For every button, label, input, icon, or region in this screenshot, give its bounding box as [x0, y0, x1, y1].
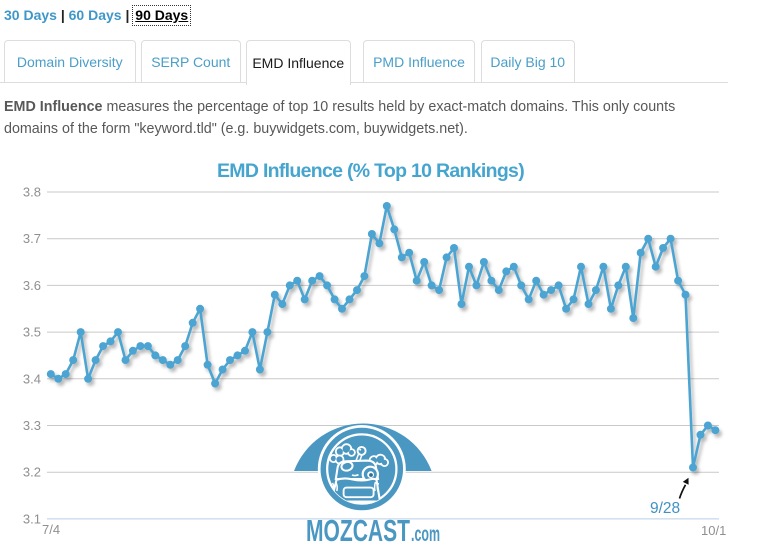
svg-text:3.5: 3.5 [23, 325, 41, 340]
svg-text:MOZCAST: MOZCAST [306, 513, 410, 548]
svg-text:3.3: 3.3 [23, 418, 41, 433]
svg-text:10/1: 10/1 [701, 523, 726, 538]
svg-text:3.1: 3.1 [23, 511, 41, 526]
svg-text:3.8: 3.8 [23, 185, 41, 200]
svg-text:3.6: 3.6 [23, 278, 41, 293]
svg-text:7/4: 7/4 [42, 522, 60, 537]
svg-text:3.2: 3.2 [23, 465, 41, 480]
svg-text:9/28: 9/28 [650, 500, 680, 517]
svg-text:3.4: 3.4 [23, 371, 41, 386]
svg-text:3.7: 3.7 [23, 231, 41, 246]
svg-text:.com: .com [411, 523, 440, 546]
